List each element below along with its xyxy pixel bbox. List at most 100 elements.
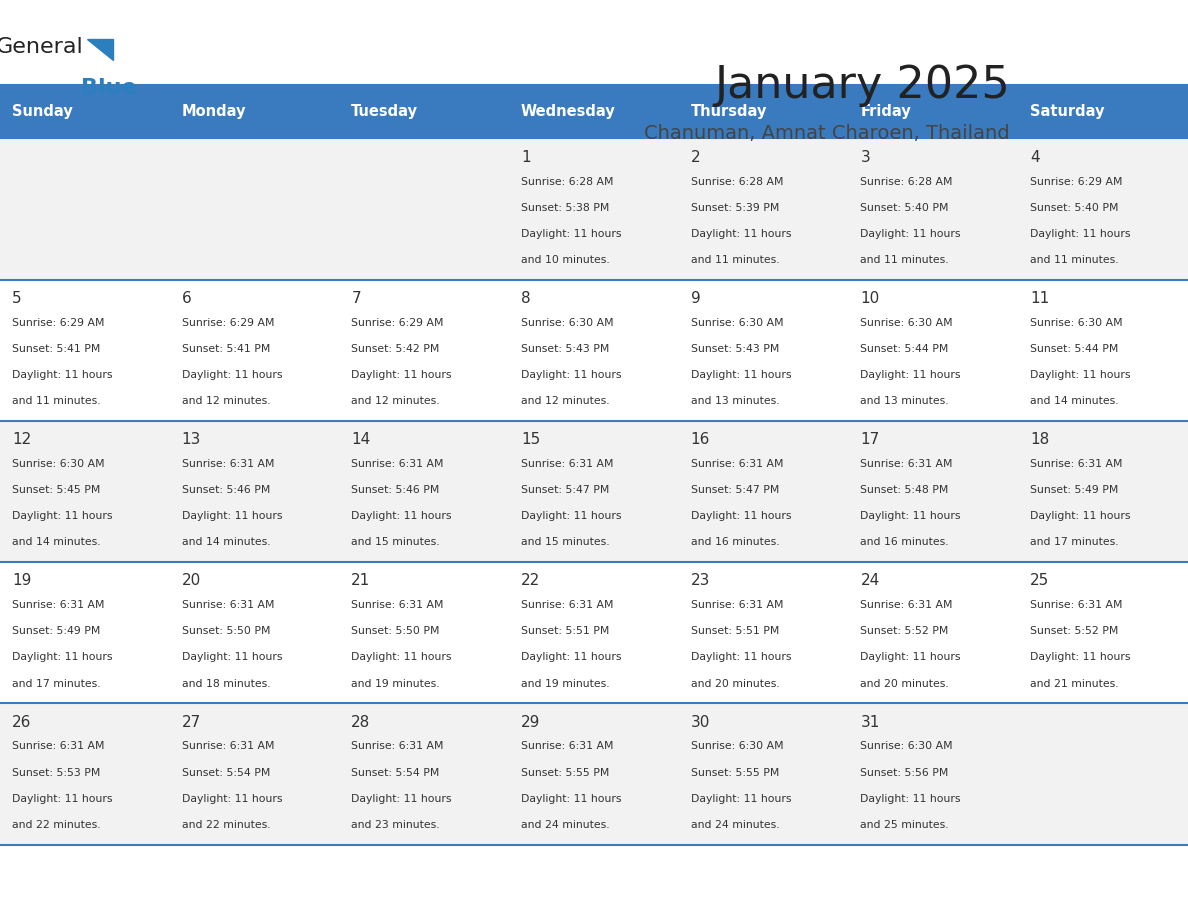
Text: Sunrise: 6:30 AM: Sunrise: 6:30 AM [522, 318, 614, 328]
Text: General: General [0, 37, 83, 57]
Text: Daylight: 11 hours: Daylight: 11 hours [522, 653, 621, 663]
Text: Sunset: 5:54 PM: Sunset: 5:54 PM [182, 767, 270, 778]
Text: and 25 minutes.: and 25 minutes. [860, 820, 949, 830]
FancyBboxPatch shape [848, 562, 1018, 703]
Text: and 12 minutes.: and 12 minutes. [352, 397, 440, 406]
Text: 13: 13 [182, 432, 201, 447]
Text: 23: 23 [690, 574, 710, 588]
Text: Daylight: 11 hours: Daylight: 11 hours [1030, 370, 1131, 380]
Text: and 20 minutes.: and 20 minutes. [690, 678, 779, 688]
Text: Daylight: 11 hours: Daylight: 11 hours [12, 370, 113, 380]
Text: Chanuman, Amnat Charoen, Thailand: Chanuman, Amnat Charoen, Thailand [644, 124, 1010, 143]
Text: and 19 minutes.: and 19 minutes. [352, 678, 440, 688]
Text: and 12 minutes.: and 12 minutes. [182, 397, 270, 406]
Text: Saturday: Saturday [1030, 104, 1105, 119]
Text: Daylight: 11 hours: Daylight: 11 hours [522, 229, 621, 239]
Text: 22: 22 [522, 574, 541, 588]
Text: Sunrise: 6:31 AM: Sunrise: 6:31 AM [860, 459, 953, 469]
Text: and 15 minutes.: and 15 minutes. [352, 537, 440, 547]
FancyBboxPatch shape [340, 280, 510, 420]
Text: Daylight: 11 hours: Daylight: 11 hours [352, 511, 451, 521]
Text: and 17 minutes.: and 17 minutes. [12, 678, 101, 688]
Text: Wednesday: Wednesday [522, 104, 615, 119]
FancyBboxPatch shape [0, 139, 170, 280]
FancyBboxPatch shape [678, 703, 848, 845]
FancyBboxPatch shape [1018, 420, 1188, 562]
FancyBboxPatch shape [1018, 139, 1188, 280]
Text: Sunday: Sunday [12, 104, 72, 119]
Text: Sunset: 5:51 PM: Sunset: 5:51 PM [522, 626, 609, 636]
Text: Sunrise: 6:31 AM: Sunrise: 6:31 AM [182, 459, 274, 469]
Text: Sunset: 5:50 PM: Sunset: 5:50 PM [352, 626, 440, 636]
FancyBboxPatch shape [510, 280, 678, 420]
Text: 5: 5 [12, 291, 21, 306]
Text: and 22 minutes.: and 22 minutes. [12, 820, 101, 830]
Text: Daylight: 11 hours: Daylight: 11 hours [860, 229, 961, 239]
Text: Sunset: 5:55 PM: Sunset: 5:55 PM [522, 767, 609, 778]
FancyBboxPatch shape [0, 84, 170, 139]
FancyBboxPatch shape [678, 84, 848, 139]
FancyBboxPatch shape [170, 84, 340, 139]
Text: Sunrise: 6:29 AM: Sunrise: 6:29 AM [12, 318, 105, 328]
Text: 25: 25 [1030, 574, 1049, 588]
Text: 7: 7 [352, 291, 361, 306]
Text: Sunrise: 6:30 AM: Sunrise: 6:30 AM [1030, 318, 1123, 328]
Text: Sunrise: 6:31 AM: Sunrise: 6:31 AM [352, 742, 444, 752]
Text: Daylight: 11 hours: Daylight: 11 hours [352, 370, 451, 380]
Text: Daylight: 11 hours: Daylight: 11 hours [690, 511, 791, 521]
FancyBboxPatch shape [1018, 703, 1188, 845]
Text: Sunset: 5:47 PM: Sunset: 5:47 PM [522, 485, 609, 495]
Text: 28: 28 [352, 714, 371, 730]
Text: 14: 14 [352, 432, 371, 447]
Text: Daylight: 11 hours: Daylight: 11 hours [352, 653, 451, 663]
Text: 3: 3 [860, 150, 870, 164]
Text: Sunset: 5:41 PM: Sunset: 5:41 PM [12, 344, 100, 354]
Text: Sunset: 5:52 PM: Sunset: 5:52 PM [1030, 626, 1119, 636]
Text: Monday: Monday [182, 104, 246, 119]
Text: Sunrise: 6:29 AM: Sunrise: 6:29 AM [1030, 176, 1123, 186]
FancyBboxPatch shape [848, 420, 1018, 562]
Text: 8: 8 [522, 291, 531, 306]
Text: Sunrise: 6:31 AM: Sunrise: 6:31 AM [1030, 600, 1123, 610]
Text: 18: 18 [1030, 432, 1049, 447]
FancyBboxPatch shape [1018, 84, 1188, 139]
Text: Sunrise: 6:31 AM: Sunrise: 6:31 AM [1030, 459, 1123, 469]
Text: Sunrise: 6:31 AM: Sunrise: 6:31 AM [522, 600, 613, 610]
Text: and 11 minutes.: and 11 minutes. [12, 397, 101, 406]
Text: Sunrise: 6:30 AM: Sunrise: 6:30 AM [12, 459, 105, 469]
Text: Sunset: 5:55 PM: Sunset: 5:55 PM [690, 767, 779, 778]
FancyBboxPatch shape [340, 139, 510, 280]
Text: and 14 minutes.: and 14 minutes. [182, 537, 270, 547]
Text: Daylight: 11 hours: Daylight: 11 hours [12, 653, 113, 663]
FancyBboxPatch shape [170, 139, 340, 280]
Text: Daylight: 11 hours: Daylight: 11 hours [182, 511, 282, 521]
Text: 15: 15 [522, 432, 541, 447]
Text: and 16 minutes.: and 16 minutes. [690, 537, 779, 547]
Text: and 19 minutes.: and 19 minutes. [522, 678, 609, 688]
Text: and 24 minutes.: and 24 minutes. [690, 820, 779, 830]
Text: Daylight: 11 hours: Daylight: 11 hours [182, 653, 282, 663]
FancyBboxPatch shape [848, 139, 1018, 280]
Text: 29: 29 [522, 714, 541, 730]
Text: 1: 1 [522, 150, 531, 164]
Text: Friday: Friday [860, 104, 911, 119]
FancyBboxPatch shape [0, 562, 170, 703]
FancyBboxPatch shape [848, 703, 1018, 845]
Text: and 14 minutes.: and 14 minutes. [1030, 397, 1119, 406]
Text: Daylight: 11 hours: Daylight: 11 hours [182, 370, 282, 380]
FancyBboxPatch shape [170, 703, 340, 845]
Text: Sunrise: 6:28 AM: Sunrise: 6:28 AM [690, 176, 783, 186]
Text: 27: 27 [182, 714, 201, 730]
Text: Sunrise: 6:31 AM: Sunrise: 6:31 AM [12, 600, 105, 610]
Text: and 23 minutes.: and 23 minutes. [352, 820, 440, 830]
Text: Sunrise: 6:31 AM: Sunrise: 6:31 AM [182, 600, 274, 610]
Text: Sunset: 5:44 PM: Sunset: 5:44 PM [860, 344, 949, 354]
Text: Sunrise: 6:29 AM: Sunrise: 6:29 AM [182, 318, 274, 328]
Text: 20: 20 [182, 574, 201, 588]
Text: Daylight: 11 hours: Daylight: 11 hours [860, 370, 961, 380]
Text: 16: 16 [690, 432, 710, 447]
Text: Sunrise: 6:31 AM: Sunrise: 6:31 AM [860, 600, 953, 610]
Text: Sunset: 5:46 PM: Sunset: 5:46 PM [352, 485, 440, 495]
Text: Sunrise: 6:31 AM: Sunrise: 6:31 AM [522, 742, 613, 752]
FancyBboxPatch shape [340, 703, 510, 845]
